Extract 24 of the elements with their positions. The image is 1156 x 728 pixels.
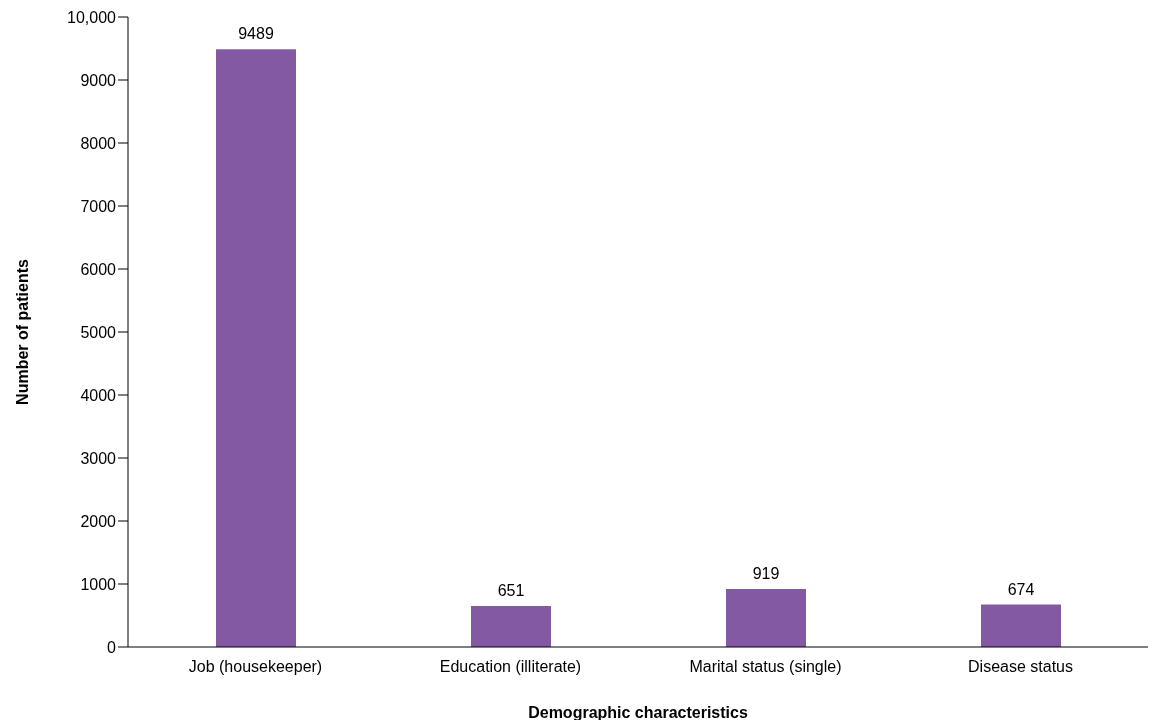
bar xyxy=(726,589,806,647)
y-tick-label: 5000 xyxy=(80,323,117,341)
data-label: 651 xyxy=(497,581,525,599)
y-tick-label: 2000 xyxy=(80,512,117,530)
data-label: 674 xyxy=(1007,580,1035,598)
x-tick-label: Disease status xyxy=(968,658,1073,676)
bar xyxy=(216,49,296,647)
data-label: 9489 xyxy=(238,25,274,43)
y-tick-label: 9000 xyxy=(80,71,117,89)
x-tick-label: Marital status (single) xyxy=(689,658,842,676)
data-label: 919 xyxy=(752,565,780,583)
y-tick-label: 0 xyxy=(107,638,117,656)
y-tick-label: 1000 xyxy=(80,575,117,593)
bar xyxy=(471,605,551,647)
y-tick-label: 8000 xyxy=(80,134,117,152)
x-tick-label: Job (housekeeper) xyxy=(188,658,323,676)
x-tick-label: Education (illiterate) xyxy=(439,658,582,676)
y-tick-label: 4000 xyxy=(80,386,117,404)
y-tick-label: 10,000 xyxy=(67,8,117,26)
y-axis-title: Number of patients xyxy=(13,259,31,405)
y-tick-label: 3000 xyxy=(80,449,117,467)
y-tick-label: 6000 xyxy=(80,260,117,278)
bar xyxy=(981,604,1061,647)
y-tick-label: 7000 xyxy=(80,197,117,215)
